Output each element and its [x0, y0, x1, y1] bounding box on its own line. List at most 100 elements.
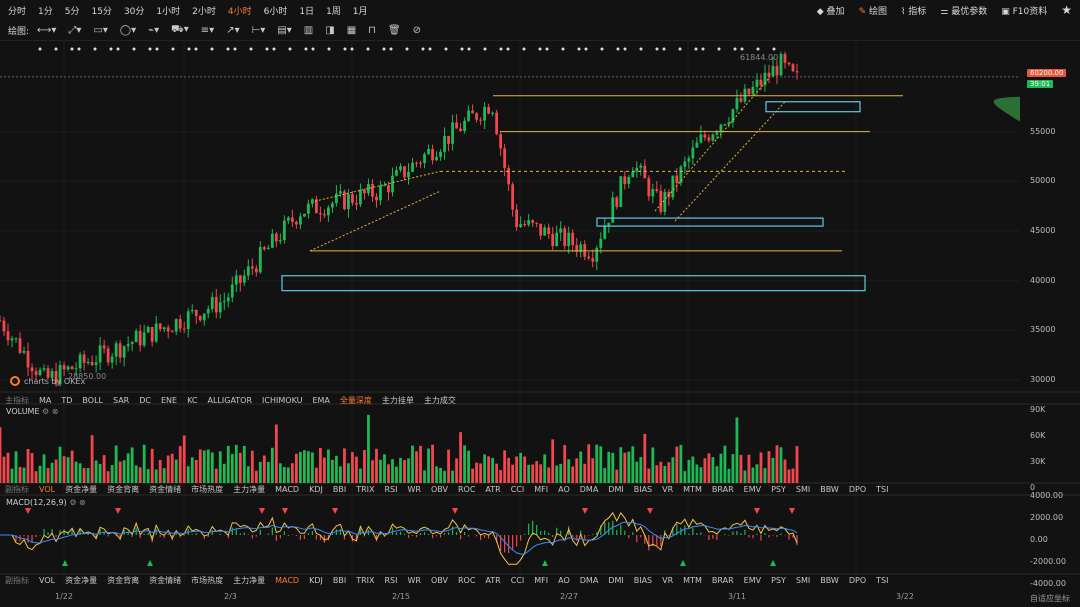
- stats-tool-icon[interactable]: ▦: [346, 24, 357, 36]
- sub2-indicator-2[interactable]: 资金净量: [65, 575, 98, 585]
- shape-tool-icon[interactable]: ⛟▾: [171, 23, 189, 35]
- timeframe-6[interactable]: 2小时: [192, 6, 216, 17]
- sub1-indicator-28[interactable]: BBW: [820, 484, 839, 494]
- sub1-indicator-7[interactable]: MACD: [275, 484, 300, 494]
- sub2-indicator-5[interactable]: 市场热度: [191, 575, 224, 585]
- main-indicator-11[interactable]: 全量深度: [339, 395, 372, 405]
- main-indicator-6[interactable]: ENE: [161, 395, 178, 405]
- sub2-indicator-6[interactable]: 主力净量: [233, 575, 266, 585]
- sub1-indicator-25[interactable]: EMV: [743, 484, 762, 494]
- line-tool-icon[interactable]: ⟷▾: [37, 24, 57, 36]
- sub1-indicator-22[interactable]: VR: [662, 484, 674, 494]
- sub2-indicator-24[interactable]: BRAR: [711, 575, 734, 585]
- main-indicator-2[interactable]: TD: [61, 395, 73, 405]
- main-indicator-10[interactable]: EMA: [312, 395, 330, 405]
- sub2-indicator-15[interactable]: ATR: [485, 575, 501, 585]
- chart-tool-icon[interactable]: ◨: [325, 24, 335, 36]
- sub2-indicator-30[interactable]: TSI: [876, 575, 889, 585]
- sub2-indicator-13[interactable]: OBV: [430, 575, 448, 585]
- sub1-indicator-14[interactable]: ROC: [457, 484, 476, 494]
- magnet-tool-icon[interactable]: ⊓: [368, 24, 376, 36]
- sub2-indicator-28[interactable]: BBW: [820, 575, 839, 585]
- sub2-indicator-16[interactable]: CCI: [510, 575, 525, 585]
- sub2-indicator-14[interactable]: ROC: [457, 575, 476, 585]
- macd-settings-icon[interactable]: ⚙ ⊗: [69, 498, 86, 507]
- measure-tool-icon[interactable]: ⊢▾: [251, 24, 266, 36]
- sub1-indicator-6[interactable]: 主力净量: [233, 484, 266, 494]
- ellipse-tool-icon[interactable]: ◯▾: [119, 24, 137, 36]
- sub1-indicator-21[interactable]: BIAS: [633, 484, 653, 494]
- fib-tool-icon[interactable]: ≡▾: [200, 24, 215, 36]
- sub1-indicator-18[interactable]: AO: [558, 484, 570, 494]
- timeframe-9[interactable]: 1日: [299, 6, 315, 17]
- note-tool-icon[interactable]: ▤▾: [277, 24, 292, 36]
- sub1-indicator-29[interactable]: DPO: [848, 484, 867, 494]
- sub1-indicator-9[interactable]: BBI: [332, 484, 347, 494]
- main-indicator-8[interactable]: ALLIGATOR: [207, 395, 253, 405]
- bar-tool-icon[interactable]: ▥: [303, 24, 314, 36]
- timeframe-10[interactable]: 1周: [326, 6, 341, 17]
- sub2-indicator-11[interactable]: RSI: [384, 575, 398, 585]
- sub2-indicator-22[interactable]: VR: [662, 575, 674, 585]
- timeframe-5[interactable]: 1小时: [156, 6, 181, 17]
- sub1-indicator-5[interactable]: 市场热度: [191, 484, 224, 494]
- params-button[interactable]: ⚌ 最优参数: [940, 6, 988, 17]
- sub2-indicator-21[interactable]: BIAS: [633, 575, 653, 585]
- main-indicator-7[interactable]: KC: [187, 395, 198, 405]
- sub2-indicator-1[interactable]: VOL: [39, 575, 56, 585]
- sub1-indicator-10[interactable]: TRIX: [356, 484, 375, 494]
- ray-tool-icon[interactable]: ⤢▾: [68, 24, 82, 36]
- sub1-indicator-12[interactable]: WR: [407, 484, 421, 494]
- pattern-tool-icon[interactable]: ⌁▾: [148, 24, 160, 36]
- timeframe-1[interactable]: 1分: [38, 6, 53, 17]
- sub1-indicator-26[interactable]: PSY: [771, 484, 786, 494]
- delete-tool-icon[interactable]: 🗑: [387, 24, 401, 36]
- visibility-tool-icon[interactable]: ⊘: [412, 24, 422, 36]
- favorite-star-icon[interactable]: ★: [1061, 3, 1072, 17]
- chart-canvas[interactable]: [0, 40, 1080, 592]
- draw-button[interactable]: ✎ 绘图: [858, 6, 887, 17]
- sub1-indicator-24[interactable]: BRAR: [711, 484, 734, 494]
- f10-button[interactable]: ▣ F10资料: [1001, 6, 1048, 17]
- sub1-indicator-19[interactable]: DMA: [579, 484, 599, 494]
- sub2-indicator-17[interactable]: MFI: [534, 575, 549, 585]
- sub2-indicator-9[interactable]: BBI: [332, 575, 347, 585]
- sub2-indicator-7[interactable]: MACD: [275, 575, 300, 585]
- main-indicator-1[interactable]: MA: [39, 395, 52, 405]
- rect-tool-icon[interactable]: ▭▾: [93, 24, 108, 36]
- sub2-indicator-25[interactable]: EMV: [743, 575, 762, 585]
- indicator-button[interactable]: ⌇ 指标: [900, 6, 927, 17]
- sub2-indicator-26[interactable]: PSY: [771, 575, 786, 585]
- sub1-indicator-30[interactable]: TSI: [876, 484, 889, 494]
- timeframe-8[interactable]: 6小时: [263, 6, 288, 17]
- timeframe-4[interactable]: 30分: [123, 6, 145, 17]
- main-indicator-4[interactable]: SAR: [112, 395, 130, 405]
- sub2-indicator-27[interactable]: SMI: [795, 575, 811, 585]
- main-indicator-9[interactable]: ICHIMOKU: [262, 395, 303, 405]
- sub1-indicator-11[interactable]: RSI: [384, 484, 398, 494]
- main-indicator-5[interactable]: DC: [139, 395, 151, 405]
- sub2-indicator-29[interactable]: DPO: [848, 575, 867, 585]
- sub2-indicator-10[interactable]: TRIX: [356, 575, 375, 585]
- sub1-indicator-16[interactable]: CCI: [510, 484, 525, 494]
- sub2-indicator-3[interactable]: 资金背离: [107, 575, 140, 585]
- sub2-indicator-20[interactable]: DMI: [608, 575, 624, 585]
- timeframe-11[interactable]: 1月: [352, 6, 368, 17]
- settings-icon[interactable]: ⚙ ⊗: [42, 407, 59, 416]
- sub1-indicator-15[interactable]: ATR: [485, 484, 501, 494]
- adaptive-scale-toggle[interactable]: 自适应坐标: [1030, 594, 1070, 603]
- timeframe-7[interactable]: 4小时: [227, 6, 252, 17]
- sub1-indicator-4[interactable]: 资金情绪: [149, 484, 182, 494]
- sub2-indicator-18[interactable]: AO: [558, 575, 570, 585]
- sub2-indicator-23[interactable]: MTM: [683, 575, 702, 585]
- sub1-indicator-23[interactable]: MTM: [683, 484, 702, 494]
- sub2-indicator-4[interactable]: 资金情绪: [149, 575, 182, 585]
- main-indicator-13[interactable]: 主力成交: [423, 395, 456, 405]
- sub2-indicator-19[interactable]: DMA: [579, 575, 599, 585]
- sub1-indicator-2[interactable]: 资金净量: [65, 484, 98, 494]
- timeframe-2[interactable]: 5分: [64, 6, 80, 17]
- sub1-indicator-1[interactable]: VOL: [39, 484, 56, 494]
- arrow-tool-icon[interactable]: ↗▾: [226, 24, 240, 36]
- timeframe-3[interactable]: 15分: [91, 6, 112, 17]
- overlay-button[interactable]: ◆ 叠加: [816, 6, 845, 17]
